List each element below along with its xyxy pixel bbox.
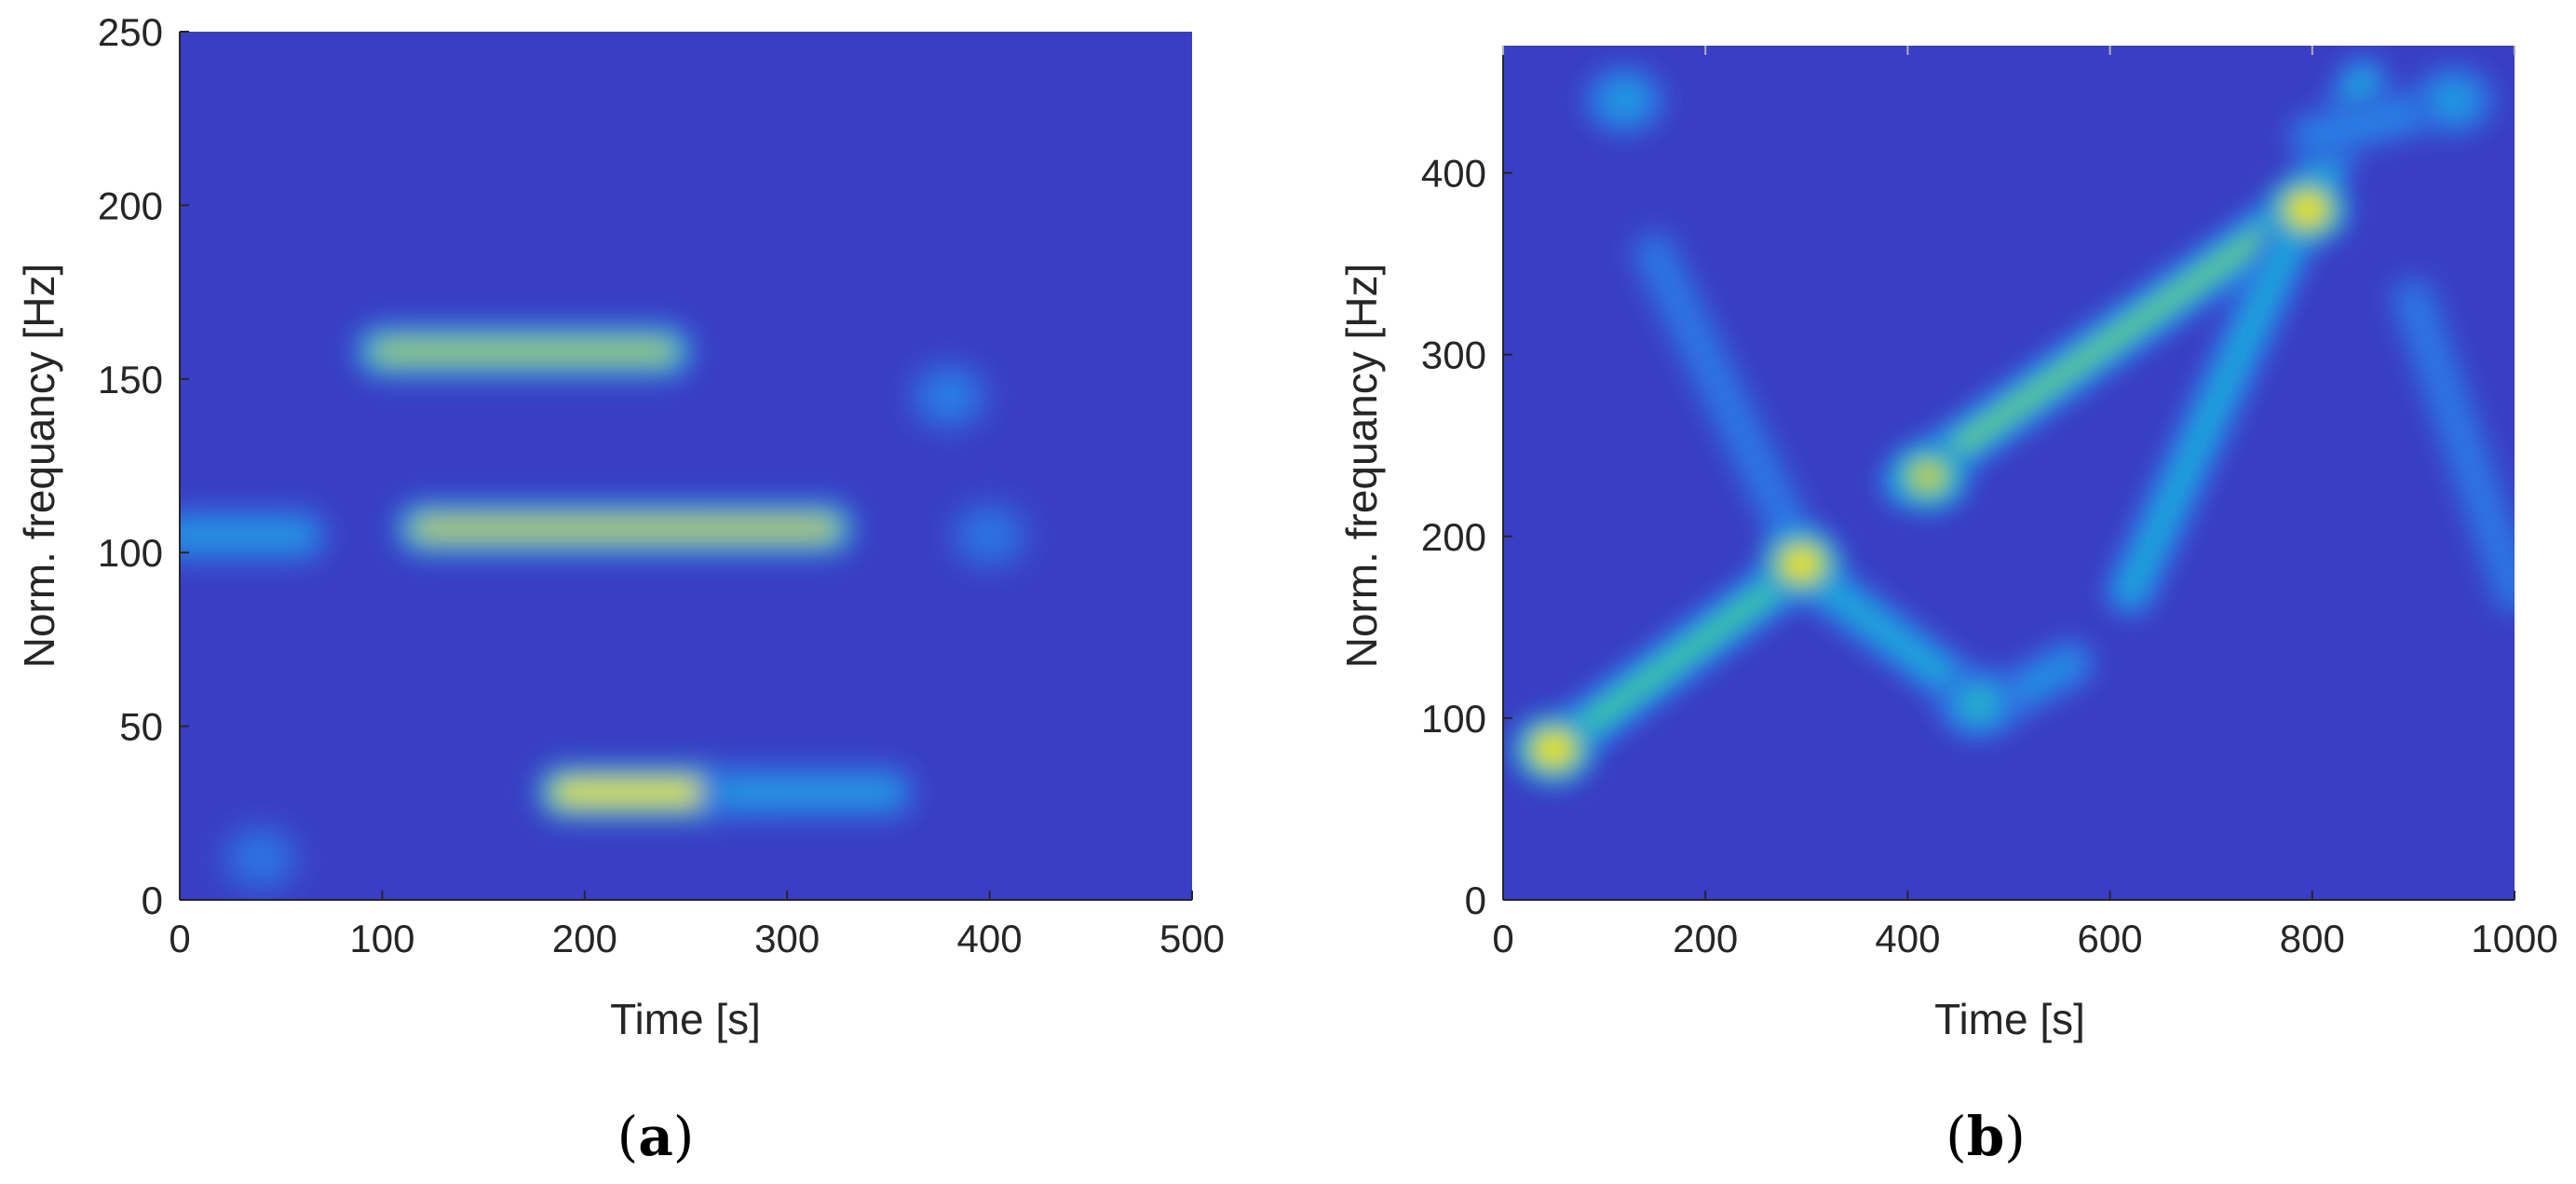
x-tick-label-b: 1000: [2471, 917, 2557, 960]
x-tick-label-b: 400: [1875, 917, 1940, 960]
heatmap-b-marks: [1511, 54, 2515, 787]
panel-a: 0 100 200 300 400 500 0 50 100 150 200 250 Time [s]…: [15, 10, 1225, 1168]
heatmap-b-background: [1503, 46, 2515, 900]
blob-b-8: [1539, 736, 1569, 763]
y-axis-label-b: Norm. frequancy [Hz]: [1337, 264, 1386, 669]
blob-a-6: [245, 845, 276, 872]
blob-b-9: [1786, 551, 1817, 578]
y-tick-label-b: 400: [1421, 152, 1486, 196]
x-axis-label-a: Time [s]: [610, 995, 761, 1043]
y-tick-label-a: 50: [119, 705, 163, 749]
blob-a-7: [974, 522, 1005, 549]
y-tick-label-b: 200: [1421, 515, 1486, 559]
ridge-b-1: [1899, 191, 2321, 491]
heatmap-b-features: [1511, 54, 2515, 787]
panel-letter-b: b: [1967, 1105, 2005, 1168]
ridge-b-7: [2405, 292, 2515, 600]
axes-a: 0 100 200 300 400 500 0 50 100 150 200 250: [98, 10, 1225, 960]
x-tick-label-a: 100: [349, 917, 414, 960]
blob-b-14: [1963, 690, 1994, 717]
x-tick-label-b: 600: [2078, 917, 2143, 960]
x-tick-label-a: 500: [1159, 917, 1225, 960]
x-tick-label-b: 200: [1673, 917, 1738, 960]
panel-label-a: (a): [617, 1105, 695, 1168]
x-axis-label-b: Time [s]: [1934, 995, 2085, 1043]
x-tick-label-b: 0: [1492, 917, 1513, 960]
heatmap-a-background: [180, 32, 1192, 900]
blob-a-5: [934, 383, 965, 410]
y-tick-label-b: 100: [1421, 697, 1486, 741]
x-tick-label-b: 800: [2280, 917, 2345, 960]
y-tick-label-a: 200: [98, 184, 163, 227]
blob-b-13: [2438, 87, 2469, 114]
blob-b-11: [2292, 196, 2323, 223]
ridge-b-4: [2122, 74, 2372, 600]
x-tick-label-a: 0: [169, 917, 190, 960]
heatmap-a-features: [180, 322, 1033, 896]
y-tick-label-a: 250: [98, 10, 163, 54]
y-axis-label-a: Norm. frequancy [Hz]: [15, 264, 63, 669]
blob-b-10: [1913, 463, 1944, 490]
panel-label-b: (b): [1946, 1105, 2026, 1168]
axes-b: 0 200 400 600 800 1000 0 100 200 300 400: [1421, 46, 2558, 960]
y-tick-label-b: 300: [1421, 333, 1486, 377]
y-tick-label-a: 150: [98, 358, 163, 401]
x-tick-label-a: 300: [754, 917, 820, 960]
ridge-b-0: [1545, 555, 1815, 758]
ridge-b-5: [1646, 246, 1815, 573]
x-tick-label-a: 400: [957, 917, 1023, 960]
y-tick-label-a: 100: [98, 531, 163, 575]
x-tick-label-a: 200: [552, 917, 617, 960]
y-tick-label-a: 0: [142, 878, 163, 922]
blob-b-12: [1609, 87, 1640, 114]
heatmap-a-marks: [180, 322, 1033, 896]
y-tick-label-b: 0: [1465, 878, 1486, 922]
panel-letter-a: a: [638, 1105, 673, 1168]
